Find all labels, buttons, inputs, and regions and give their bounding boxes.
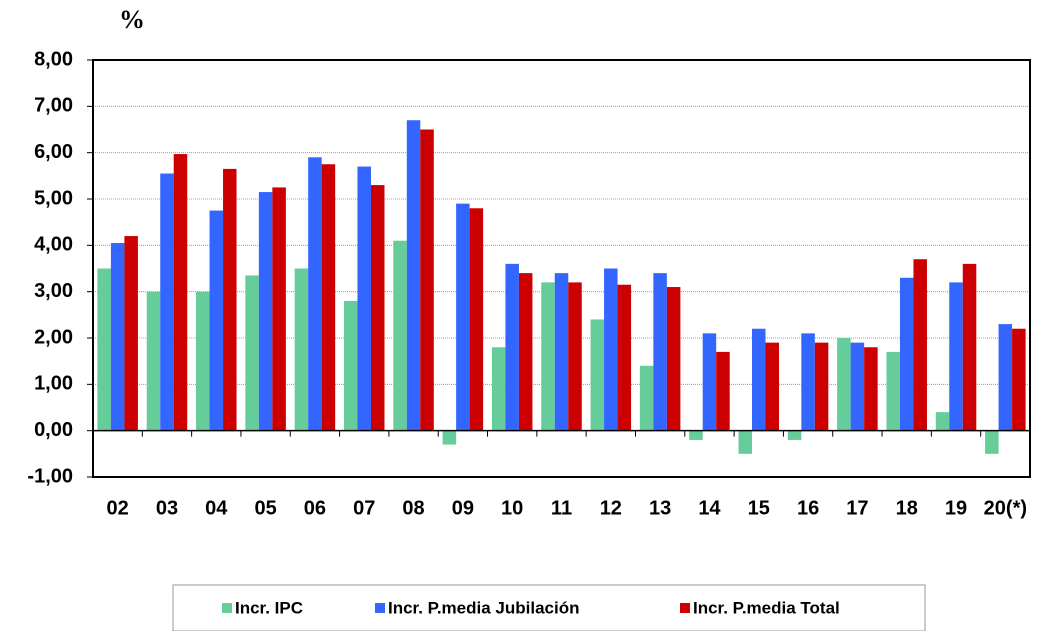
x-tick-label: 10 — [501, 497, 523, 519]
bar — [343, 300, 358, 431]
bar — [393, 240, 407, 431]
bar — [505, 263, 519, 431]
x-tick-label: 19 — [945, 497, 967, 519]
bar — [146, 291, 161, 431]
bar — [639, 365, 654, 431]
x-tick-label: 15 — [748, 497, 770, 519]
bar — [899, 277, 914, 431]
y-tick-label: 4,00 — [34, 234, 73, 256]
x-tick-label: 08 — [402, 497, 424, 519]
x-tick-label: 06 — [304, 497, 326, 519]
bar — [985, 430, 999, 454]
y-axis-label: % — [119, 5, 145, 34]
x-tick-label: 03 — [156, 497, 178, 519]
bar — [196, 291, 210, 431]
bar — [173, 154, 188, 431]
bar — [110, 243, 125, 431]
bar — [420, 129, 434, 431]
bar — [787, 430, 802, 440]
bar — [850, 342, 865, 431]
bar — [541, 282, 555, 431]
y-tick-label: 0,00 — [34, 419, 73, 441]
x-tick-label: 12 — [600, 497, 622, 519]
bar — [294, 268, 309, 431]
bar — [124, 236, 138, 431]
x-tick-label: 04 — [205, 497, 228, 519]
x-tick-label: 13 — [649, 497, 671, 519]
y-tick-label: 3,00 — [34, 280, 73, 302]
bar — [604, 268, 618, 431]
bar — [160, 173, 174, 431]
bar — [837, 338, 851, 431]
legend-box — [172, 584, 926, 631]
legend-swatch — [680, 603, 690, 613]
bar — [406, 120, 421, 431]
bar — [716, 351, 730, 431]
bar — [653, 273, 667, 431]
bar — [357, 166, 371, 431]
bar — [962, 263, 977, 431]
bar — [886, 351, 900, 431]
bar — [666, 287, 681, 431]
x-tick-label: 14 — [698, 497, 721, 519]
bar — [1012, 328, 1026, 431]
legend-label: Incr. IPC — [235, 598, 303, 617]
bar — [370, 185, 385, 431]
bar — [998, 324, 1013, 431]
y-tick-label: 7,00 — [34, 95, 73, 117]
legend-swatch — [222, 603, 232, 613]
legend-label: Incr. P.media Jubilación — [388, 598, 579, 617]
bar — [272, 187, 286, 431]
y-tick-label: 2,00 — [34, 326, 73, 348]
bar — [590, 319, 605, 431]
bar — [801, 333, 815, 431]
plot-frame — [92, 59, 1031, 478]
bar — [935, 412, 950, 431]
bar — [518, 273, 533, 431]
bar — [814, 342, 829, 431]
bar — [738, 430, 753, 454]
bar — [689, 430, 703, 440]
bar — [456, 203, 470, 431]
bar — [469, 208, 484, 431]
bar — [245, 275, 259, 431]
x-tick-label: 05 — [254, 497, 276, 519]
x-tick-label: 07 — [353, 497, 375, 519]
x-tick-label: 02 — [107, 497, 129, 519]
x-tick-label: 18 — [896, 497, 918, 519]
y-tick-label: 6,00 — [34, 141, 73, 163]
bar — [321, 164, 336, 431]
bar — [209, 210, 224, 431]
x-tick-label: 17 — [846, 497, 868, 519]
legend-swatch — [375, 603, 385, 613]
bar — [554, 273, 569, 431]
x-tick-label: 20(*) — [984, 497, 1027, 519]
legend-label: Incr. P.media Total — [693, 598, 840, 617]
bar — [258, 192, 273, 431]
bar — [765, 342, 780, 431]
x-tick-label: 09 — [452, 497, 474, 519]
bar — [223, 168, 237, 431]
bar — [913, 259, 927, 431]
bar — [568, 282, 582, 431]
bar — [752, 328, 766, 431]
bar — [308, 157, 322, 431]
x-tick-label: 11 — [551, 497, 572, 519]
x-tick-label: 16 — [797, 497, 819, 519]
bar — [442, 430, 457, 445]
bar — [491, 347, 506, 431]
bar — [949, 282, 963, 431]
bar — [702, 333, 717, 431]
bar — [97, 268, 111, 431]
y-tick-label: 8,00 — [34, 48, 73, 70]
bar — [864, 347, 878, 431]
bar — [617, 284, 632, 431]
y-tick-label: 1,00 — [34, 373, 73, 395]
y-tick-label: 5,00 — [34, 187, 73, 209]
y-tick-label: -1,00 — [27, 465, 73, 487]
